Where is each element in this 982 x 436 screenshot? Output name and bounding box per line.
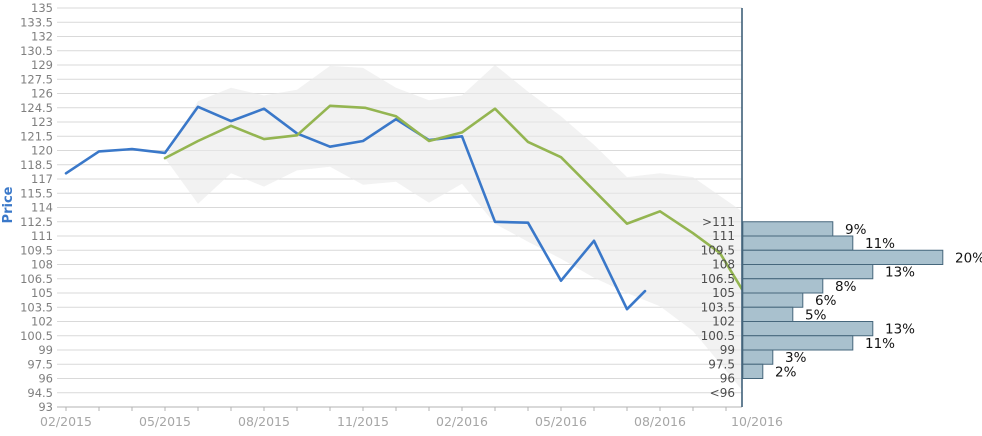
y-axis-label: 97.5 xyxy=(27,357,53,371)
y-axis-label: 106.5 xyxy=(20,272,53,286)
y-axis-label: 118.5 xyxy=(20,158,53,172)
histogram-bar xyxy=(742,321,874,337)
histogram-bar-value: 5% xyxy=(805,307,827,323)
y-axis-label: 114 xyxy=(31,201,53,215)
histogram-bin-label: <96 xyxy=(710,386,735,400)
histogram-bin-label: 103.5 xyxy=(701,300,735,314)
y-axis-label: 100.5 xyxy=(20,329,53,343)
histogram-bar-value: 11% xyxy=(865,236,895,252)
x-axis-label: 10/2016 xyxy=(731,414,783,429)
y-axis-label: 126 xyxy=(31,87,53,101)
y-axis-label: 112.5 xyxy=(20,215,53,229)
y-axis-label: 93 xyxy=(38,400,53,414)
histogram-bar-value: 13% xyxy=(885,265,915,281)
y-axis-label: 115.5 xyxy=(20,186,53,200)
histogram-bar xyxy=(742,349,774,365)
y-axis-label: 102 xyxy=(31,315,53,329)
histogram-bar xyxy=(742,249,944,265)
y-axis-label: 96 xyxy=(38,372,53,386)
y-axis-label: 94.5 xyxy=(27,386,53,400)
y-axis-label: 109.5 xyxy=(20,243,53,257)
histogram-bar xyxy=(742,363,764,379)
histogram-bar xyxy=(742,221,834,237)
x-axis-label: 02/2016 xyxy=(436,414,488,429)
histogram-bar xyxy=(742,278,824,294)
histogram-bar xyxy=(742,264,874,280)
y-axis-label: 130.5 xyxy=(20,44,53,58)
y-axis-label: 105 xyxy=(31,286,53,300)
forecast-average-line xyxy=(163,104,744,291)
histogram-bin-label: 111 xyxy=(712,229,735,243)
histogram-bar-value: 8% xyxy=(835,279,857,295)
x-axis-label: 05/2015 xyxy=(139,414,191,429)
histogram-bar-value: 6% xyxy=(815,293,837,309)
price-history-line xyxy=(64,105,647,311)
x-axis-label: 08/2016 xyxy=(634,414,686,429)
histogram-bin-label: 109.5 xyxy=(701,243,735,257)
y-axis-title: Price xyxy=(1,186,16,223)
confidence-band xyxy=(165,65,742,390)
histogram-bar xyxy=(742,292,804,308)
y-axis-label: 124.5 xyxy=(20,101,53,115)
histogram-bar xyxy=(742,335,854,351)
y-axis-label: 103.5 xyxy=(20,300,53,314)
histogram-bar-value: 3% xyxy=(785,350,807,366)
histogram-bin-label: 99 xyxy=(720,343,735,357)
histogram-bin-label: 100.5 xyxy=(701,329,735,343)
y-axis-label: 121.5 xyxy=(20,129,53,143)
histogram-bin-label: 105 xyxy=(712,286,735,300)
y-axis-label: 133.5 xyxy=(20,15,53,29)
x-axis-label: 11/2015 xyxy=(337,414,389,429)
histogram-bar-value: 2% xyxy=(775,364,797,380)
histogram-bar xyxy=(742,235,854,251)
histogram-bin-label: 97.5 xyxy=(708,357,735,371)
y-axis-label: 108 xyxy=(31,258,53,272)
y-axis-label: 120 xyxy=(31,144,53,158)
y-axis-label: 135 xyxy=(31,1,53,15)
x-axis-label: 08/2015 xyxy=(238,414,290,429)
x-axis-label: 05/2016 xyxy=(535,414,587,429)
x-axis-label: 02/2015 xyxy=(40,414,92,429)
histogram-bar-value: 11% xyxy=(865,336,895,352)
y-axis-label: 123 xyxy=(31,115,53,129)
y-axis-label: 127.5 xyxy=(20,72,53,86)
histogram-bar-value: 9% xyxy=(845,222,867,238)
y-axis-label: 117 xyxy=(31,172,53,186)
histogram-bin-label: >111 xyxy=(702,215,735,229)
histogram-bar-value: 13% xyxy=(885,322,915,338)
histogram-bin-label: 108 xyxy=(712,258,735,272)
histogram-bin-label: 96 xyxy=(720,372,735,386)
y-axis-label: 129 xyxy=(31,58,53,72)
y-axis-label: 132 xyxy=(31,30,53,44)
y-axis-label: 111 xyxy=(31,229,53,243)
histogram-bar-value: 20% xyxy=(955,250,982,266)
y-axis-label: 99 xyxy=(38,343,53,357)
histogram-bin-label: 102 xyxy=(712,315,735,329)
histogram-bar xyxy=(742,306,794,322)
histogram-bin-label: 106.5 xyxy=(701,272,735,286)
